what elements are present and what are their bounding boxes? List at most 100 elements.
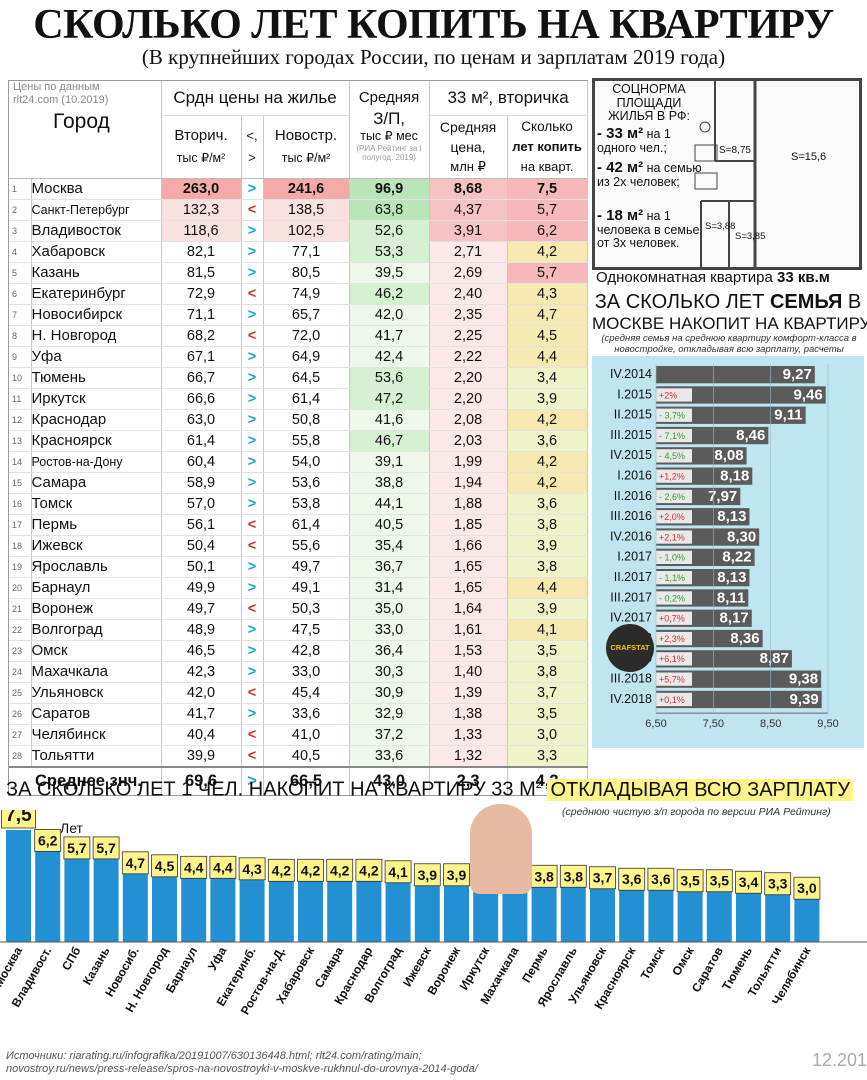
salary: 41,6 [349, 409, 430, 431]
avg-price: 1,66 [429, 535, 508, 557]
secondary-price: 118,6 [161, 220, 242, 242]
avg-label: Среднее знч. [9, 765, 162, 795]
salary: 96,9 [349, 178, 430, 200]
city-bar-value: 4,1 [388, 864, 408, 880]
city-bar [93, 856, 119, 942]
city-bar-label-box [180, 855, 208, 879]
city-name: Омск [31, 640, 162, 662]
bottom-chart-title: ЗА СКОЛЬКО ЛЕТ 1 ЧЕЛ. НАКОПИТ НА КВАРТИР… [6, 770, 854, 805]
years-to-save: 4,2 [507, 451, 588, 473]
family-change-box [656, 510, 692, 524]
salary: 36,7 [349, 556, 430, 578]
new-price: 61,4 [263, 514, 350, 536]
table-row: 26 Саратов 41,7 >33,6 32,9 1,38 3,5 [9, 703, 588, 725]
family-period-label: IV.2018 [610, 692, 652, 706]
city-bar-value: 3,6 [622, 871, 642, 887]
avg-price: 1,33 [429, 724, 508, 746]
new-price: 241,6 [263, 178, 350, 200]
city-bar-label-box [238, 857, 266, 881]
city-bar [765, 892, 791, 942]
row-number: 25 [9, 682, 32, 704]
table-body: 1 Москва 263,0 >241,6 96,9 8,68 7,5 2 Санкт-Пете… [9, 178, 588, 767]
room-1-area: S=8,75 [719, 145, 751, 156]
city-bar-label-box [676, 869, 704, 893]
family-change-label: +1,2% [659, 472, 685, 482]
salary: 42,4 [349, 346, 430, 368]
compare-sign: > [241, 409, 264, 431]
avg-price: 2,71 [429, 241, 508, 263]
secondary-price: 68,2 [161, 325, 242, 347]
city-bar-value: 4,2 [272, 862, 292, 878]
secondary-price: 66,6 [161, 388, 242, 410]
secondary-price: 57,0 [161, 493, 242, 515]
table-row: 19 Ярославль 50,1 >49,7 36,7 1,65 3,8 [9, 556, 588, 578]
years-to-save: 4,4 [507, 577, 588, 599]
row-number: 27 [9, 724, 32, 746]
salary: 32,9 [349, 703, 430, 725]
table-row: 13 Красноярск 61,4 >55,8 46,7 2,03 3,6 [9, 430, 588, 452]
compare-sign: < [241, 199, 264, 221]
compare-sign: < [241, 724, 264, 746]
years-header: Сколько лет копить на кварт. [507, 115, 588, 179]
city-bar-value: 3,9 [447, 867, 467, 883]
family-change-box [656, 449, 692, 463]
salary: 46,2 [349, 283, 430, 305]
new-price: 33,6 [263, 703, 350, 725]
prices-header: Срдн цены на жилье [161, 81, 350, 116]
family-x-tick: 9,50 [817, 718, 838, 730]
salary-header: Средняя З/П, тыс ₽ мес (РИА Рейтинг за I… [349, 81, 430, 179]
new-price: 40,5 [263, 745, 350, 767]
row-number: 19 [9, 556, 32, 578]
norm-1: - 33 м² на 1 одного чел.; [597, 125, 671, 155]
family-change-box [656, 672, 692, 686]
compare-sign: > [241, 178, 264, 200]
table-row: 16 Томск 57,0 >53,8 44,1 1,88 3,6 [9, 493, 588, 515]
new-price: 42,8 [263, 640, 350, 662]
city-bar-value: 3,9 [418, 867, 438, 883]
new-price: 64,5 [263, 367, 350, 389]
years-to-save: 4,4 [507, 346, 588, 368]
city-bar-label-box [34, 829, 62, 852]
room-4-area: S=3,85 [735, 231, 766, 242]
table-row: 24 Махачкала 42,3 >33,0 30,3 1,40 3,8 [9, 661, 588, 683]
avg-price: 2,35 [429, 304, 508, 326]
family-x-tick: 7,50 [703, 718, 724, 730]
family-period-label: III.2016 [610, 509, 652, 523]
city-name: Санкт-Петербург [31, 199, 162, 221]
city-bar [414, 883, 440, 942]
years-to-save: 3,8 [507, 514, 588, 536]
sources: Источники: riarating.ru/infografika/2019… [6, 1050, 478, 1075]
city-bar [531, 885, 557, 942]
row-number: 26 [9, 703, 32, 725]
avg-price: 2,22 [429, 346, 508, 368]
norm-3: - 18 м² на 1 человека в семье от 3х чело… [597, 207, 700, 250]
avg-price: 1,88 [429, 493, 508, 515]
secondary-price: 66,7 [161, 367, 242, 389]
compare-sign: > [241, 388, 264, 410]
avg-price: 2,3 [429, 765, 508, 795]
avg-price: 4,37 [429, 199, 508, 221]
city-bar [502, 885, 528, 942]
family-chart-panel: IV.2014 9,27 I.2015 +2% 9,46 II.2015 - 3,7% 9,1… [592, 356, 864, 748]
row-number: 7 [9, 304, 32, 326]
compare-sign: > [241, 220, 264, 242]
compare-sign: > [241, 367, 264, 389]
secondary-price: 81,5 [161, 262, 242, 284]
table-row: 11 Иркутск 66,6 >61,4 47,2 2,20 3,9 [9, 388, 588, 410]
city-name: Воронеж [31, 598, 162, 620]
family-value-label: 9,39 [789, 691, 818, 708]
years-to-save: 4,3 [507, 283, 588, 305]
table-row: 9 Уфа 67,1 >64,9 42,4 2,22 4,4 [9, 346, 588, 368]
city-bar-value: 4,4 [213, 859, 233, 875]
family-change-box [656, 550, 692, 564]
city-bar-value: 3,8 [564, 868, 584, 884]
years-to-save: 7,5 [507, 178, 588, 200]
city-name: Томск [31, 493, 162, 515]
avg-price: 1,65 [429, 577, 508, 599]
secondary-price: 39,9 [161, 745, 242, 767]
compare-sign: > [241, 304, 264, 326]
avg-salary: 43,0 [349, 765, 430, 795]
new-price: 45,4 [263, 682, 350, 704]
city-name: Ижевск [31, 535, 162, 557]
family-change-box [656, 489, 692, 504]
